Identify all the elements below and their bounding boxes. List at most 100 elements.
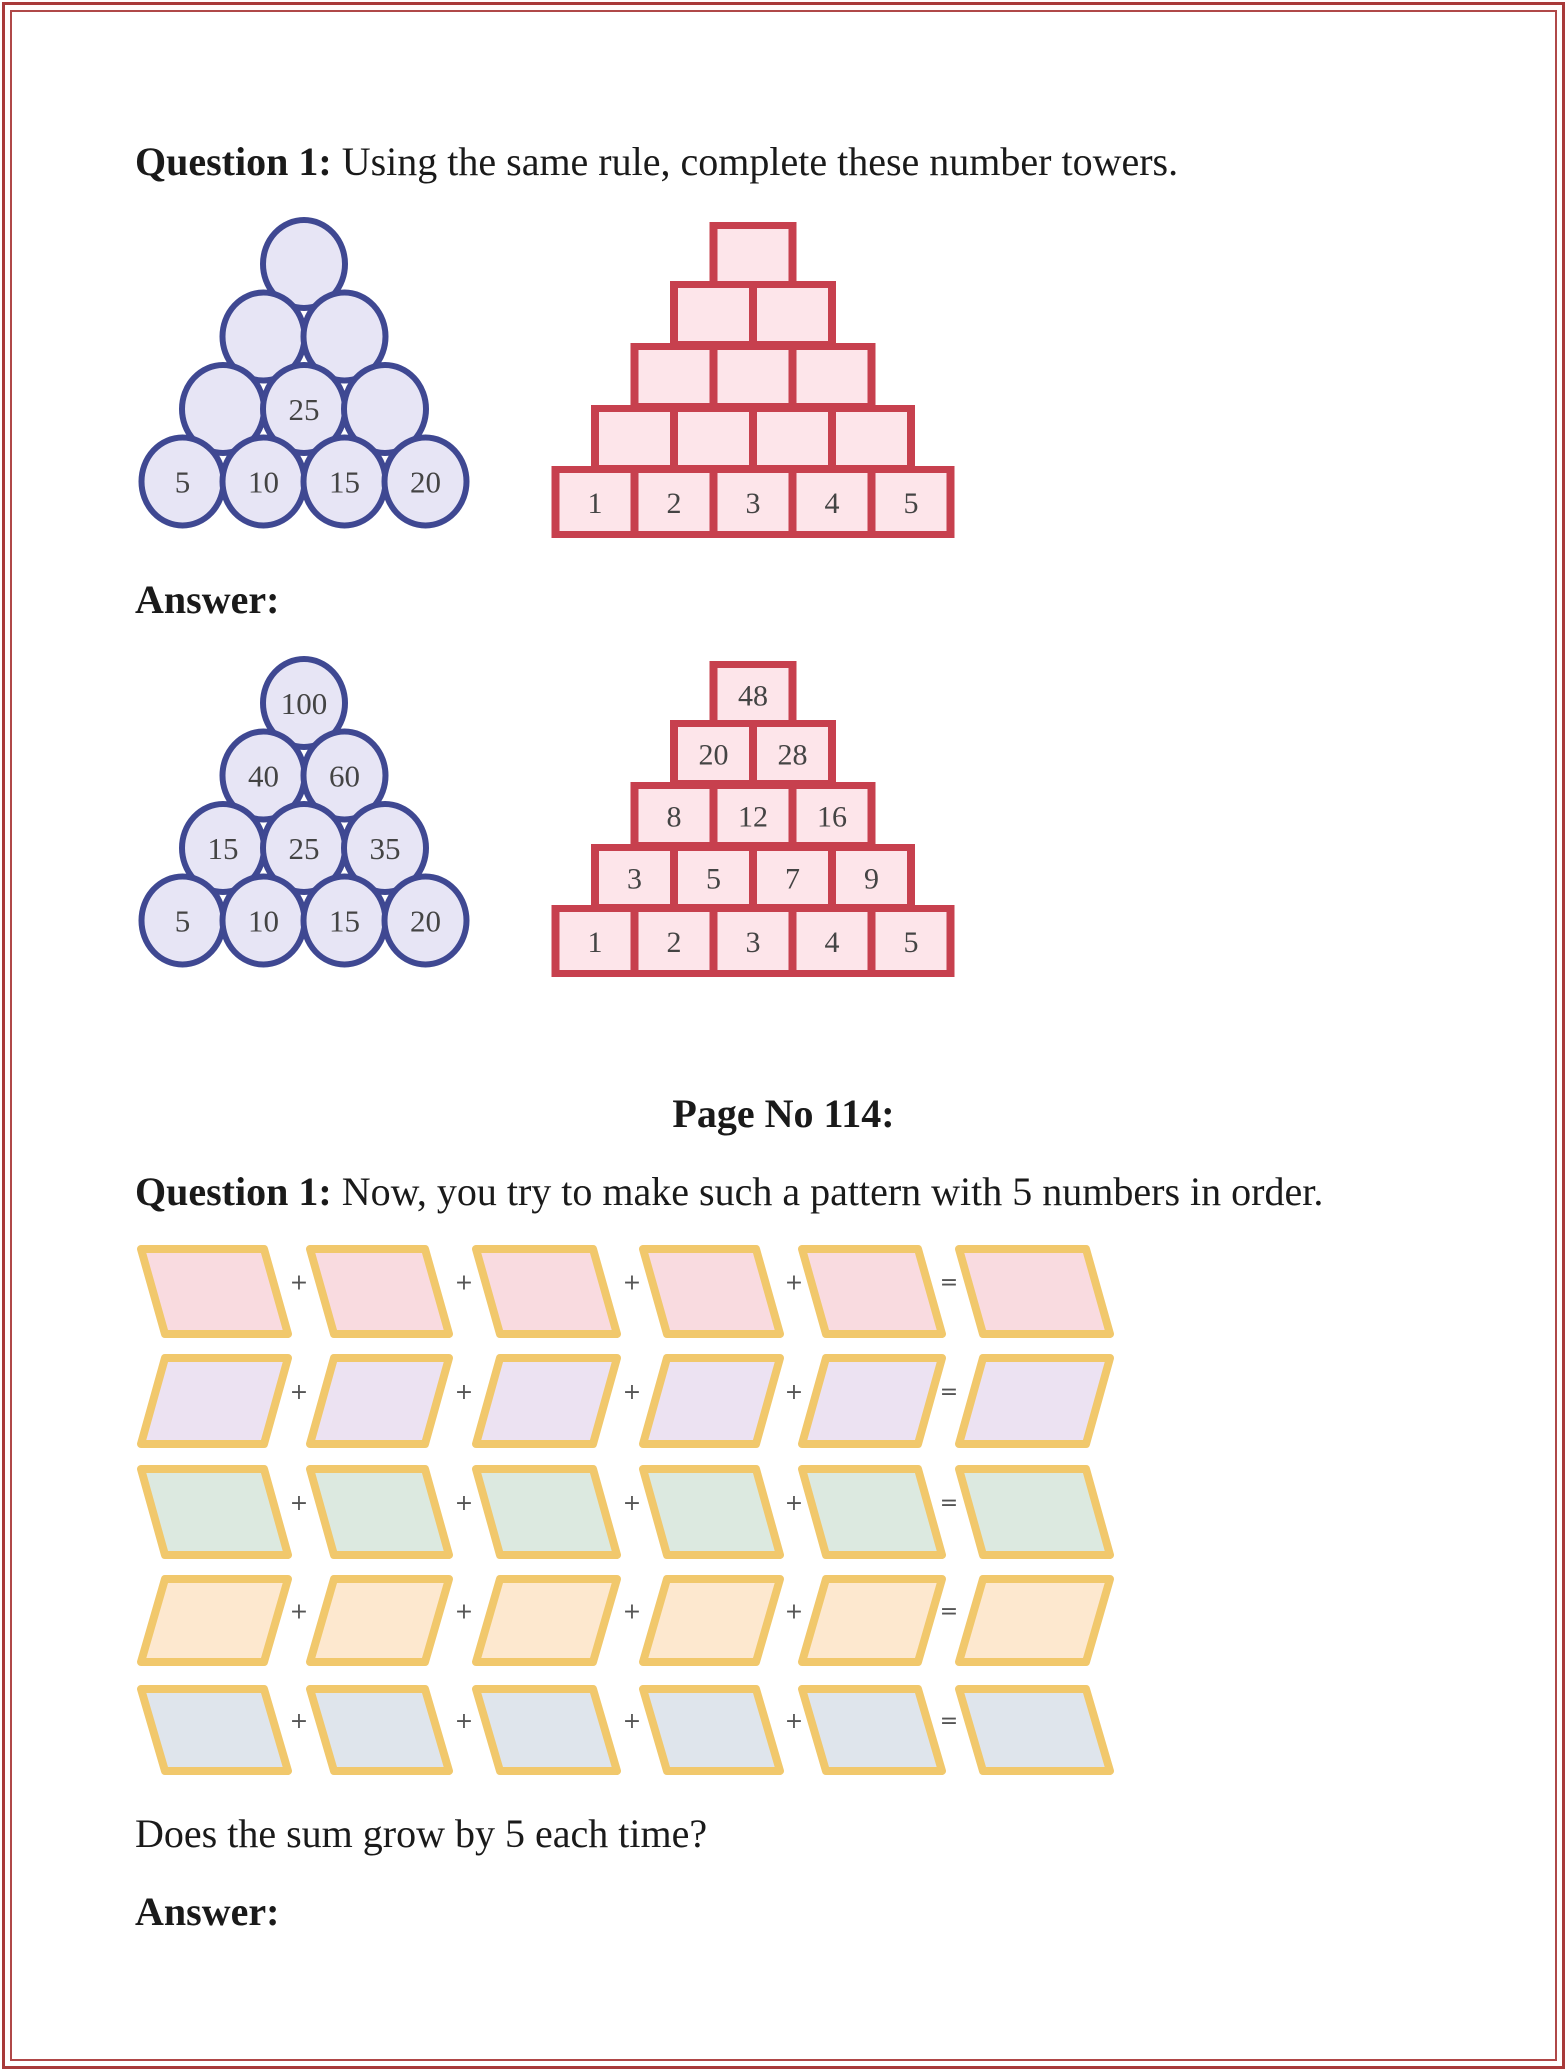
pattern-row: + + + + = bbox=[137, 1245, 1114, 1338]
tower-box bbox=[678, 288, 749, 341]
tower-box: 16 bbox=[796, 789, 868, 842]
tower-box bbox=[678, 412, 749, 465]
tower-box: 9 bbox=[836, 851, 907, 904]
circle-value: 25 bbox=[289, 831, 320, 866]
pattern-blank-box[interactable] bbox=[955, 1575, 1114, 1666]
box-value: 7 bbox=[785, 863, 800, 896]
circle-value: 20 bbox=[410, 465, 441, 500]
pattern-blank-box[interactable] bbox=[639, 1465, 784, 1559]
pattern-blank-box[interactable] bbox=[798, 1354, 946, 1448]
pattern-blank-box[interactable] bbox=[955, 1685, 1114, 1775]
pattern-blank-box[interactable] bbox=[137, 1354, 292, 1448]
pattern-blank-box[interactable] bbox=[955, 1245, 1114, 1338]
plus-sign: + bbox=[290, 1380, 308, 1405]
tower-box bbox=[757, 412, 828, 465]
tower-box: 3 bbox=[717, 912, 789, 970]
answer-label-text: Answer: bbox=[135, 1889, 280, 1934]
box-value: 4 bbox=[825, 487, 840, 520]
plus-sign: + bbox=[455, 1600, 473, 1625]
plus-sign: + bbox=[455, 1271, 473, 1296]
pattern-blank-box[interactable] bbox=[472, 1245, 621, 1338]
pattern-blank-box[interactable] bbox=[472, 1354, 621, 1448]
tower-box bbox=[757, 288, 828, 341]
pattern-blank-box[interactable] bbox=[955, 1465, 1114, 1559]
pattern-row: + + + + = bbox=[137, 1354, 1114, 1448]
box-value: 5 bbox=[706, 863, 721, 896]
pattern-blank-box[interactable] bbox=[306, 1245, 453, 1338]
tower-circle: 35 bbox=[341, 801, 429, 895]
box-value: 12 bbox=[738, 801, 768, 834]
tower-box: 3 bbox=[599, 851, 670, 904]
question-3-text: Does the sum grow by 5 each time? bbox=[135, 1811, 708, 1856]
plus-sign: + bbox=[785, 1600, 803, 1625]
tower-box: 7 bbox=[757, 851, 828, 904]
tower-circle: 60 bbox=[300, 728, 389, 823]
pattern-blank-box[interactable] bbox=[137, 1465, 292, 1559]
circle-value: 5 bbox=[175, 465, 191, 500]
pattern-blank-box[interactable] bbox=[306, 1465, 453, 1559]
pattern-blank-box[interactable] bbox=[639, 1245, 784, 1338]
pattern-blank-box[interactable] bbox=[472, 1685, 621, 1775]
pattern-blank-box[interactable] bbox=[137, 1245, 292, 1338]
box-value: 3 bbox=[627, 863, 642, 896]
pattern-blank-box[interactable] bbox=[955, 1354, 1114, 1448]
circle-value: 10 bbox=[248, 904, 279, 939]
pattern-blank-box[interactable] bbox=[306, 1685, 453, 1775]
tower-box: 3 bbox=[717, 473, 789, 531]
pattern-blank-box[interactable] bbox=[472, 1465, 621, 1559]
circle-value: 15 bbox=[208, 831, 239, 866]
pattern-blank-box[interactable] bbox=[639, 1685, 784, 1775]
square-tower: 1 2 3 4 5 bbox=[551, 222, 955, 538]
question-1-heading: Question 1: Using the same rule, complet… bbox=[135, 142, 1178, 182]
box-value: 5 bbox=[904, 487, 919, 520]
box-value: 48 bbox=[738, 680, 768, 713]
pattern-blank-box[interactable] bbox=[798, 1575, 946, 1666]
tower-circle: 10 bbox=[219, 434, 308, 529]
tower-circle bbox=[341, 362, 429, 456]
plus-sign: + bbox=[623, 1709, 641, 1734]
circle-value: 25 bbox=[289, 392, 320, 427]
tower-box bbox=[638, 350, 710, 403]
box-value: 2 bbox=[667, 487, 682, 520]
question-text: Now, you try to make such a pattern with… bbox=[331, 1169, 1324, 1214]
box-value: 4 bbox=[825, 926, 840, 959]
box-value: 5 bbox=[904, 926, 919, 959]
pattern-blank-box[interactable] bbox=[137, 1575, 292, 1666]
circle-value: 40 bbox=[248, 759, 279, 794]
equals-sign: = bbox=[940, 1709, 958, 1734]
pattern-blank-box[interactable] bbox=[639, 1354, 784, 1448]
question-label: Question 1: bbox=[135, 139, 332, 184]
box-value: 16 bbox=[817, 801, 847, 834]
plus-sign: + bbox=[785, 1271, 803, 1296]
tower-circle: 5 bbox=[138, 434, 227, 529]
answer-label-2: Answer: bbox=[135, 1892, 279, 1932]
pattern-blank-box[interactable] bbox=[798, 1465, 946, 1559]
pattern-blank-box[interactable] bbox=[472, 1575, 621, 1666]
plus-sign: + bbox=[290, 1709, 308, 1734]
plus-sign: + bbox=[623, 1491, 641, 1516]
pattern-blank-box[interactable] bbox=[639, 1575, 784, 1666]
tower-box: 4 bbox=[796, 473, 868, 531]
pattern-blank-box[interactable] bbox=[137, 1685, 292, 1775]
box-value: 1 bbox=[588, 926, 603, 959]
tower-circle: 15 bbox=[179, 801, 267, 895]
tower-box: 20 bbox=[678, 727, 749, 780]
pattern-blank-box[interactable] bbox=[798, 1245, 946, 1338]
plus-sign: + bbox=[785, 1709, 803, 1734]
pattern-blank-box[interactable] bbox=[798, 1685, 946, 1775]
tower-box: 5 bbox=[678, 851, 749, 904]
pattern-row: + + + + = bbox=[137, 1685, 1114, 1775]
tower-box: 1 bbox=[559, 473, 631, 531]
pattern-blank-box[interactable] bbox=[306, 1354, 453, 1448]
answer-label-text: Answer: bbox=[135, 577, 280, 622]
pattern-blank-box[interactable] bbox=[306, 1575, 453, 1666]
pattern-grid: + + + + = + + + + = + + + + = + + + + = + + + + = bbox=[137, 1245, 1114, 1775]
box-value: 20 bbox=[699, 739, 729, 772]
plus-sign: + bbox=[623, 1271, 641, 1296]
tower-circle: 10 bbox=[219, 873, 308, 968]
tower-box bbox=[796, 350, 868, 403]
question-label: Question 1: bbox=[135, 1169, 332, 1214]
